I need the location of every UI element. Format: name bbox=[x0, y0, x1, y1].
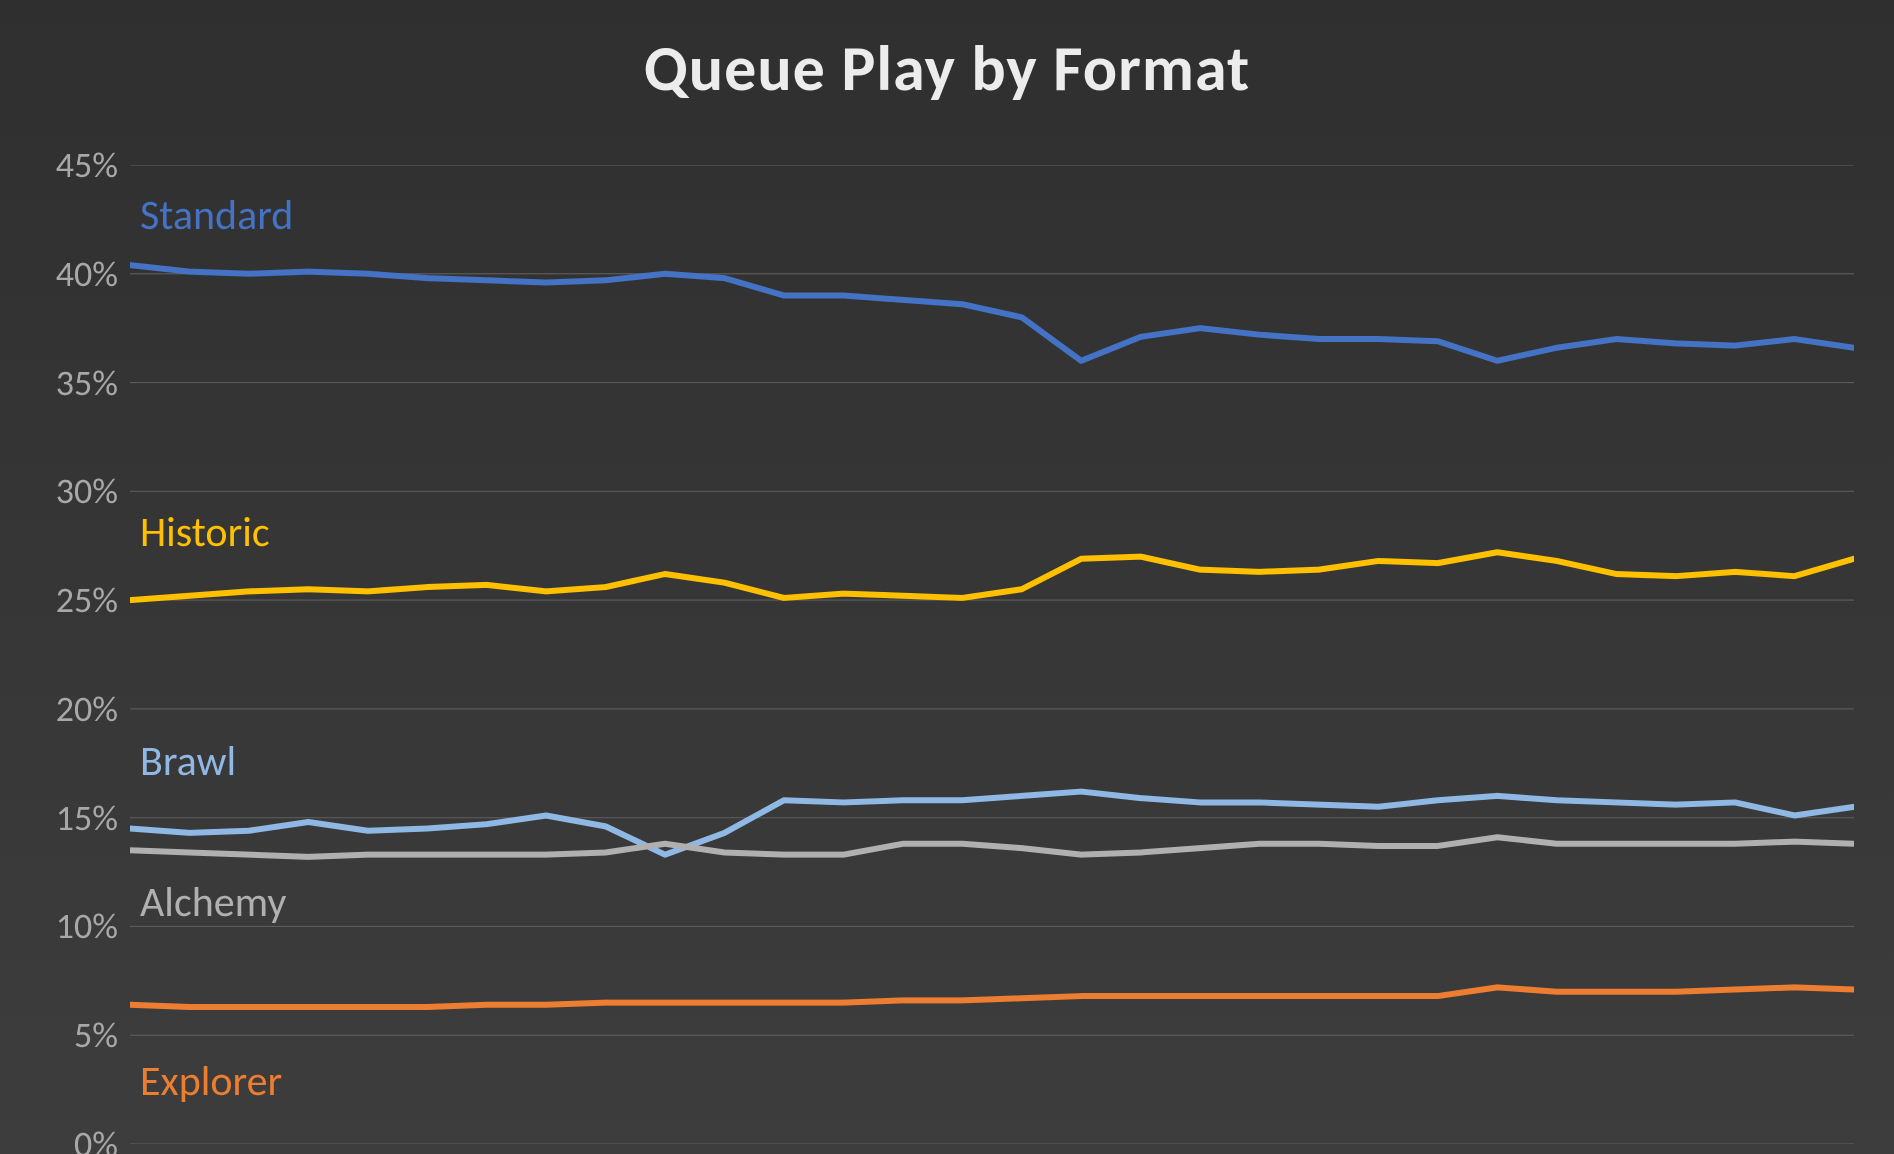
series-line-standard bbox=[130, 265, 1854, 361]
plot-area: 0%5%10%15%20%25%30%35%40%45%StandardHist… bbox=[130, 165, 1854, 1144]
y-axis-tick-label: 30% bbox=[56, 469, 118, 513]
y-axis-tick-label: 20% bbox=[56, 687, 118, 731]
y-axis-tick-label: 10% bbox=[56, 904, 118, 948]
y-axis-tick-label: 40% bbox=[56, 252, 118, 296]
y-axis-tick-label: 25% bbox=[56, 578, 118, 622]
series-line-historic bbox=[130, 552, 1854, 600]
plot-svg bbox=[130, 165, 1854, 1144]
series-label-explorer: Explorer bbox=[140, 1056, 282, 1107]
y-axis-tick-label: 0% bbox=[74, 1122, 118, 1154]
series-line-alchemy bbox=[130, 837, 1854, 857]
series-label-brawl: Brawl bbox=[140, 736, 236, 787]
series-label-standard: Standard bbox=[140, 190, 293, 241]
y-axis-tick-label: 35% bbox=[56, 361, 118, 405]
series-label-alchemy: Alchemy bbox=[140, 877, 286, 928]
series-label-historic: Historic bbox=[140, 507, 270, 558]
series-line-explorer bbox=[130, 987, 1854, 1007]
y-axis-tick-label: 15% bbox=[56, 796, 118, 840]
y-axis-tick-label: 45% bbox=[56, 143, 118, 187]
y-axis-tick-label: 5% bbox=[74, 1013, 118, 1057]
chart-container: Queue Play by Format 0%5%10%15%20%25%30%… bbox=[0, 0, 1894, 1154]
chart-title: Queue Play by Format bbox=[0, 30, 1894, 108]
